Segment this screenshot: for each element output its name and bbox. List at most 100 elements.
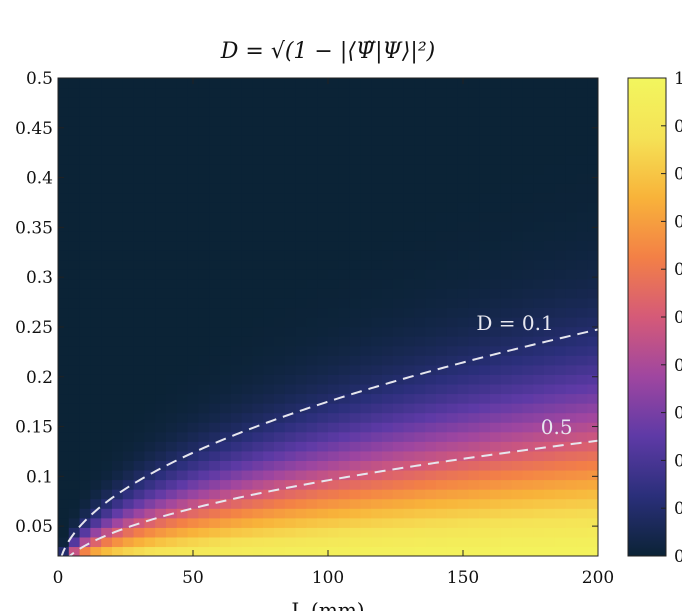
heatmap-cell [457,508,469,519]
heatmap-cell [101,355,113,366]
heatmap-cell [511,393,523,404]
heatmap-cell [587,307,598,318]
heatmap-cell [349,508,361,519]
heatmap-cell [522,412,534,423]
heatmap-cell [209,336,221,347]
heatmap-cell [241,364,253,375]
heatmap-cell [112,297,124,309]
heatmap-cell [187,154,199,165]
heatmap-cell [565,297,577,309]
heatmap-cell [382,125,394,136]
heatmap-cell [554,508,567,519]
heatmap-cell [68,383,81,395]
heatmap-cell [349,250,361,261]
heatmap-cell [274,269,286,280]
x-tick-label: 100 [312,568,344,588]
heatmap-cell [511,240,523,251]
heatmap-cell [263,469,275,481]
heatmap-cell [133,517,145,528]
heatmap-cell [425,154,437,165]
heatmap-cell [338,116,351,127]
heatmap-cell [587,450,598,461]
heatmap-cell [230,441,243,452]
heatmap-cell [274,460,286,471]
heatmap-cell [252,97,264,108]
heatmap-cell [328,192,340,203]
heatmap-cell [274,164,286,175]
heatmap-cell [544,211,556,222]
heatmap-cell [436,546,448,556]
heatmap-cell [252,412,264,423]
heatmap-cell [544,269,556,280]
heatmap-cell [446,326,459,337]
heatmap-cell [68,403,81,414]
heatmap-cell [317,393,329,404]
heatmap-cell [479,173,491,184]
heatmap-cell [446,269,459,280]
heatmap-cell [306,498,318,509]
heatmap-cell [371,536,383,548]
heatmap-cell [446,106,459,117]
heatmap-cell [122,307,135,318]
heatmap-cell [425,144,437,156]
heatmap-cell [79,173,91,184]
heatmap-cell [295,116,307,127]
heatmap-cell [295,336,307,347]
heatmap-cell [284,278,297,289]
heatmap-cell [479,154,491,165]
heatmap-cell [468,278,480,289]
heatmap-cell [252,202,264,213]
heatmap-cell [392,221,405,232]
heatmap-cell [554,336,567,347]
heatmap-cell [230,403,243,414]
heatmap-cell [295,259,307,270]
heatmap-cell [565,450,577,461]
heatmap-cell [198,317,210,328]
heatmap-cell [166,78,178,89]
heatmap-cell [166,412,178,423]
heatmap-cell [565,431,577,442]
heatmap-cell [382,336,394,347]
heatmap-cell [328,135,340,146]
heatmap-cell [360,546,372,556]
heatmap-cell [565,202,577,213]
heatmap-cell [220,536,232,548]
heatmap-cell [68,536,81,548]
heatmap-cell [490,183,502,194]
heatmap-cell [565,211,577,222]
heatmap-cell [554,135,567,146]
heatmap-cell [414,383,426,395]
heatmap-cell [360,412,372,423]
heatmap-cell [414,364,426,375]
heatmap-cell [220,183,232,194]
heatmap-cell [544,250,556,261]
heatmap-cell [274,211,286,222]
heatmap-cell [328,364,340,375]
heatmap-cell [263,106,275,117]
heatmap-cell [371,412,383,423]
heatmap-cell [176,355,189,366]
heatmap-cell [522,116,534,127]
heatmap-cell [317,374,329,385]
heatmap-cell [155,326,167,337]
heatmap-cell [230,211,243,222]
heatmap-cell [457,489,469,500]
heatmap-cell [349,383,361,395]
heatmap-cell [58,479,70,490]
heatmap-cell [90,125,102,136]
heatmap-cell [457,517,469,528]
heatmap-cell [306,269,318,280]
heatmap-cell [479,135,491,146]
heatmap-cell [166,259,178,270]
heatmap-cell [533,383,545,395]
heatmap-cell [328,431,340,442]
heatmap-cell [468,125,480,136]
heatmap-cell [209,278,221,289]
heatmap-cell [263,460,275,471]
heatmap-cell [263,278,275,289]
heatmap-cell [587,240,598,251]
heatmap-cell [479,489,491,500]
heatmap-cell [90,422,102,433]
heatmap-cell [479,317,491,328]
